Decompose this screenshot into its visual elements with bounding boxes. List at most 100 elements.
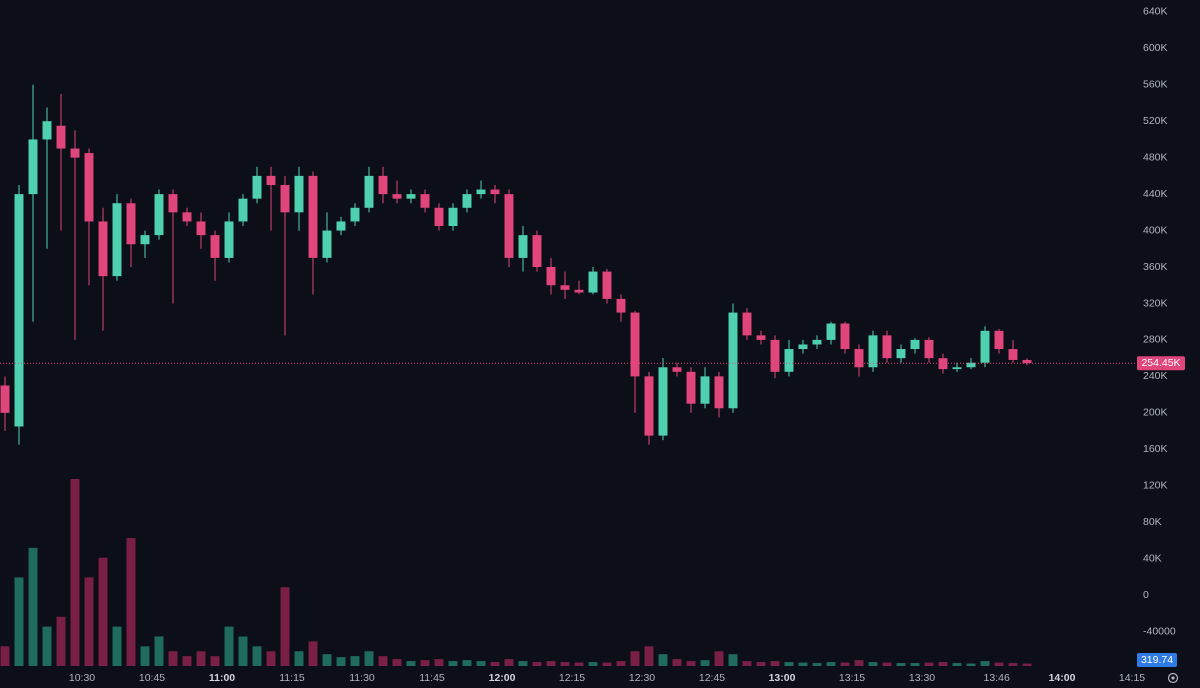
- y-tick-label: 240K: [1143, 370, 1168, 382]
- volume-bar: [196, 651, 206, 666]
- volume-bar: [756, 662, 766, 666]
- volume-bar: [294, 651, 304, 666]
- volume-bar: [84, 577, 94, 666]
- candle-body: [602, 271, 612, 299]
- volume-bar: [182, 656, 192, 666]
- volume-bar: [910, 663, 920, 666]
- y-tick-label: 480K: [1143, 151, 1168, 163]
- candle-body: [378, 175, 388, 195]
- volume-bar: [532, 662, 542, 666]
- volume-bar: [308, 641, 318, 666]
- volume-bar: [672, 659, 682, 666]
- candle-body: [462, 194, 472, 208]
- candle-body: [770, 339, 780, 372]
- candle-body: [350, 207, 360, 222]
- candle-body: [644, 376, 654, 436]
- volume-bar: [644, 646, 654, 666]
- y-tick-label: 320K: [1143, 297, 1168, 309]
- candle-body: [84, 153, 94, 222]
- x-tick-label: 14:00: [1049, 672, 1076, 684]
- y-tick-label: 160K: [1143, 443, 1168, 455]
- axes: 640K 600K 560K 520K 480K 440K 400K 360K 320K 280K…: [0, 6, 1185, 684]
- volume-bar: [1022, 663, 1032, 666]
- candle-body: [434, 207, 444, 227]
- candle-body: [1008, 349, 1018, 360]
- volume-bar: [238, 636, 248, 666]
- candle-body: [504, 194, 514, 258]
- volume-bar: [924, 662, 934, 666]
- y-tick-label: 360K: [1143, 261, 1168, 273]
- volume-bar: [994, 662, 1004, 666]
- x-tick-label: 12:45: [699, 672, 725, 684]
- volume-bar: [448, 661, 458, 666]
- candle-body: [70, 148, 80, 158]
- candle-body: [364, 175, 374, 208]
- volume-bar: [406, 661, 416, 666]
- candle-body: [882, 335, 892, 359]
- candle-body: [658, 367, 668, 436]
- volume-bar: [868, 662, 878, 666]
- candle-body: [406, 194, 416, 199]
- x-tick-label: 13:30: [909, 672, 935, 684]
- y-tick-label: -40000: [1143, 625, 1176, 637]
- volume-bar: [952, 663, 962, 666]
- volume-bar: [28, 547, 38, 666]
- candle-body: [42, 121, 52, 140]
- volume-bar: [378, 656, 388, 666]
- settings-dot[interactable]: [1171, 676, 1175, 680]
- candle-body: [798, 344, 808, 350]
- y-tick-label: 640K: [1143, 6, 1168, 18]
- candle-body: [728, 312, 738, 409]
- candle-body: [672, 367, 682, 372]
- volume-bar: [392, 659, 402, 666]
- candle-body: [280, 184, 290, 213]
- volume-bar: [434, 659, 444, 666]
- volume-bar: [350, 656, 360, 666]
- volume-bar: [784, 662, 794, 666]
- y-tick-label: 400K: [1143, 224, 1168, 236]
- volume-bar: [812, 663, 822, 666]
- volume-bar: [490, 662, 500, 666]
- y-tick-label: 200K: [1143, 407, 1168, 419]
- candle-body: [56, 125, 66, 149]
- x-tick-label: 13:15: [839, 672, 865, 684]
- volume-bar: [980, 661, 990, 666]
- settings-icon[interactable]: [1167, 672, 1179, 684]
- volume-bar: [896, 663, 906, 666]
- y-tick-label: 440K: [1143, 188, 1168, 200]
- candle-body: [490, 189, 500, 195]
- x-tick-label: 12:00: [489, 672, 516, 684]
- candle-body: [686, 371, 696, 404]
- volume-bar: [266, 651, 276, 666]
- volume-bar: [854, 660, 864, 666]
- candle-body: [112, 203, 122, 277]
- volume-bar: [98, 557, 108, 666]
- candle-body: [210, 235, 220, 258]
- volume-bar: [224, 626, 234, 666]
- candle-body: [238, 198, 248, 222]
- volume-bar: [462, 660, 472, 666]
- candle-body: [168, 194, 178, 213]
- candle-body: [266, 175, 276, 185]
- x-tick-label: 13:46: [984, 672, 1010, 684]
- volume-bar: [798, 662, 808, 666]
- volume-bar: [56, 616, 66, 666]
- settings-ring[interactable]: [1167, 672, 1179, 684]
- volume-bar: [364, 651, 374, 666]
- candle-body: [98, 221, 108, 277]
- candle-body: [126, 203, 136, 245]
- candle-body: [574, 289, 584, 293]
- volume-bar: [1008, 663, 1018, 666]
- volume-bar: [966, 663, 976, 666]
- candle-body: [588, 271, 598, 293]
- candle-body: [812, 339, 822, 345]
- candle-body: [826, 323, 836, 340]
- volume-bar: [112, 626, 122, 666]
- volume-bar: [588, 662, 598, 666]
- candles: [0, 84, 1032, 445]
- volume-tag: [1137, 653, 1177, 667]
- candle-body: [924, 339, 934, 359]
- candle-body: [294, 175, 304, 213]
- volume-bar: [70, 479, 80, 666]
